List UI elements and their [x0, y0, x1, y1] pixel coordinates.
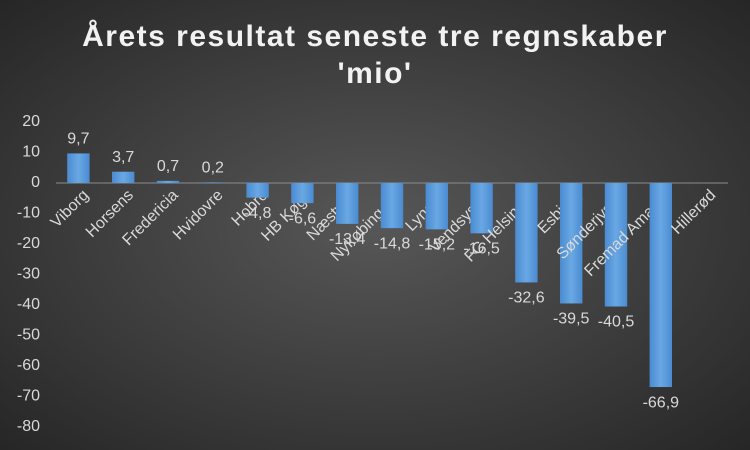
bar: [201, 182, 224, 183]
y-tick-label: -80: [17, 418, 40, 435]
y-tick-label: -10: [17, 205, 40, 222]
data-label: 9,7: [67, 131, 89, 148]
bar: [425, 183, 448, 230]
data-label: 3,7: [112, 149, 134, 166]
bar: [380, 183, 404, 229]
bar: [515, 183, 538, 283]
data-label: -40,5: [598, 314, 635, 331]
data-label: -15,2: [419, 237, 456, 254]
bar: [604, 183, 628, 307]
data-label: -14,8: [374, 235, 411, 252]
bar: [246, 183, 269, 198]
y-tick-label: -50: [17, 327, 40, 344]
bar: [67, 153, 90, 183]
data-label: -16,5: [463, 241, 500, 258]
y-tick-label: -40: [17, 296, 40, 313]
data-label: -4,8: [244, 205, 272, 222]
data-label: 0,2: [202, 160, 224, 177]
bar: [291, 183, 314, 204]
data-label: -6,6: [289, 210, 317, 227]
bar: [470, 183, 493, 234]
y-tick-label: -70: [17, 388, 40, 405]
x-tick-label: Hvidovre: [170, 187, 227, 244]
data-label: 0,7: [157, 158, 179, 175]
bar: [336, 183, 359, 224]
data-label: -39,5: [553, 311, 590, 328]
bar: [649, 183, 672, 388]
y-tick-label: 10: [22, 144, 40, 161]
y-tick-label: -30: [17, 266, 40, 283]
bar: [560, 183, 583, 304]
y-tick-label: -20: [17, 235, 40, 252]
y-tick-label: 0: [31, 174, 40, 191]
chart-title: Årets resultat seneste tre regnskaber 'm…: [82, 20, 668, 90]
y-tick-label: 20: [22, 113, 40, 130]
x-tick-label: Hillerød: [668, 187, 719, 238]
bar: [112, 171, 135, 183]
x-tick-label: Viborg: [48, 187, 93, 232]
data-label: -32,6: [508, 290, 545, 307]
y-tick-label: -60: [17, 357, 40, 374]
bar: [156, 180, 180, 183]
data-label: -66,9: [643, 394, 680, 411]
data-label: -13,4: [329, 231, 366, 248]
